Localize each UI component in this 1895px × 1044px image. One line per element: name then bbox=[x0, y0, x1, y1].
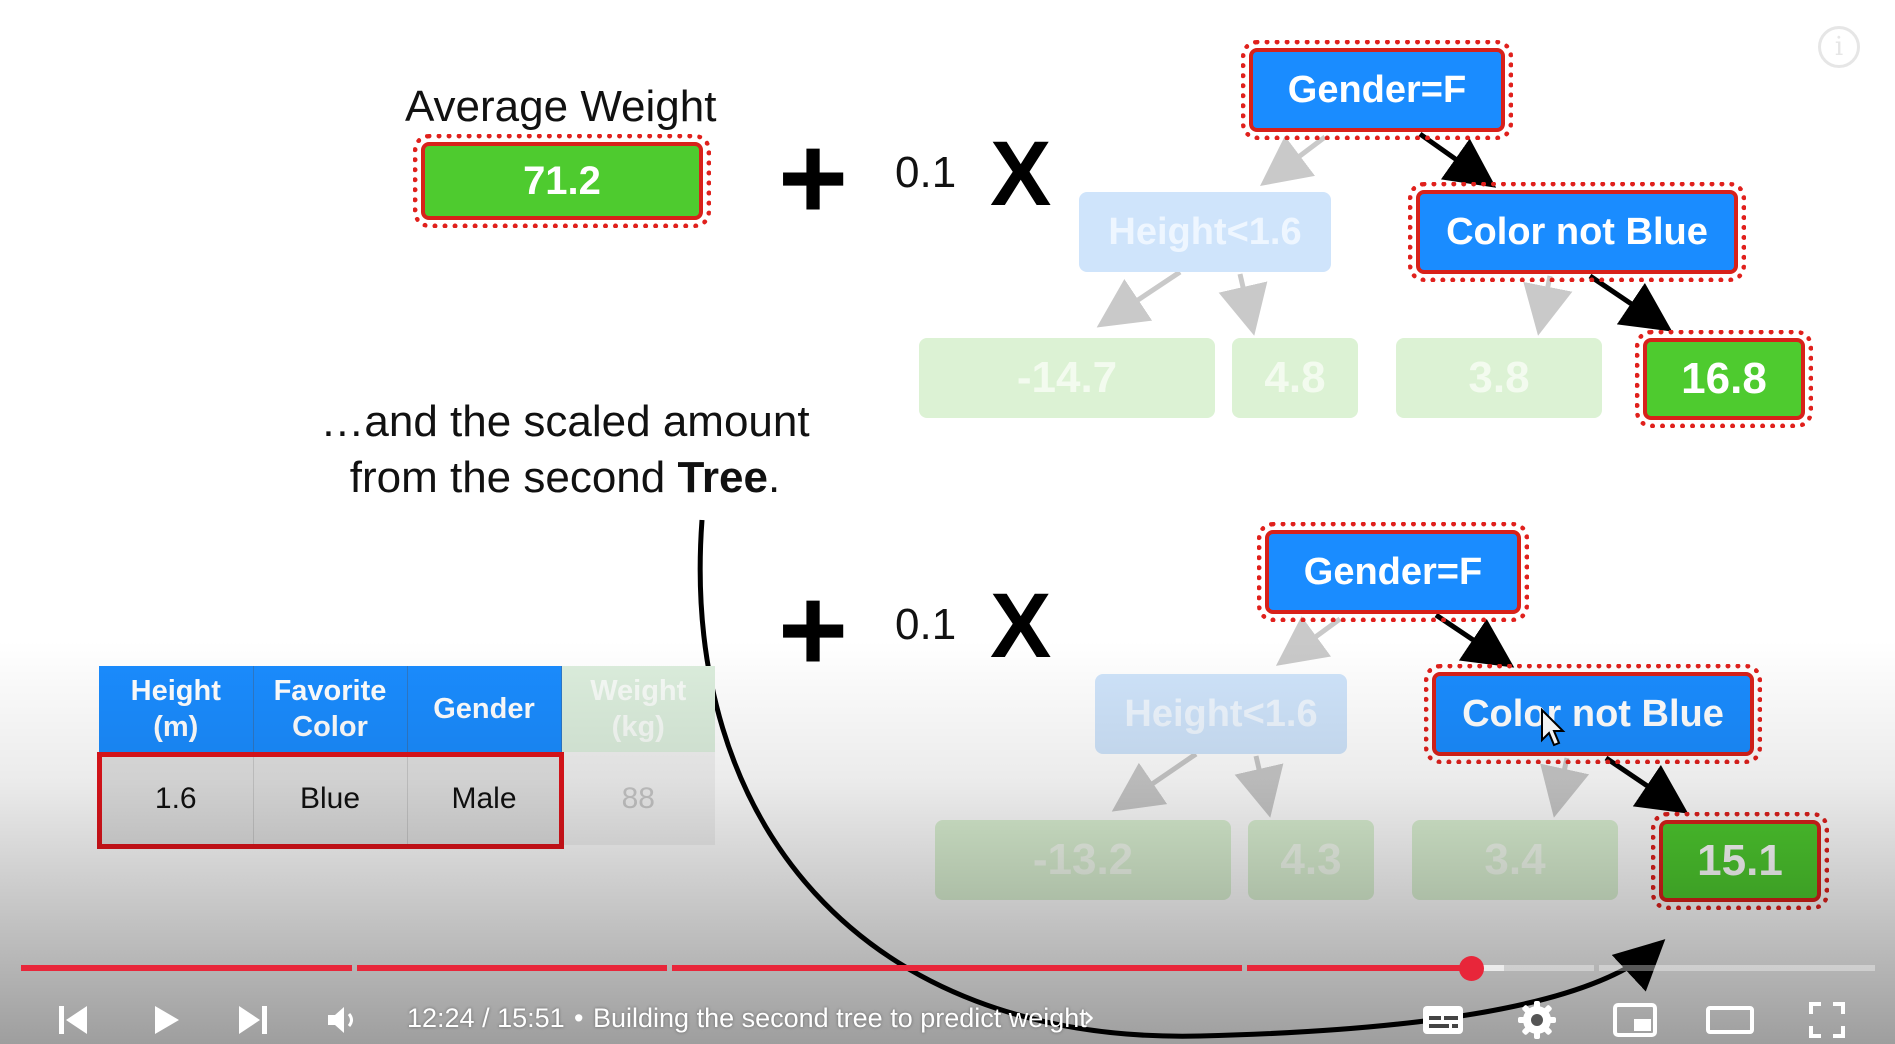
progress-played-segment bbox=[21, 965, 353, 971]
miniplayer-icon bbox=[1613, 1003, 1657, 1037]
volume-button[interactable] bbox=[318, 995, 368, 1044]
tree1-right-to-leaf4-edge bbox=[1588, 273, 1673, 332]
tree1-leaf-1: -14.7 bbox=[919, 338, 1215, 418]
scrubber-handle[interactable] bbox=[1458, 956, 1484, 981]
caption-line-2-prefix: from the second bbox=[349, 453, 678, 502]
header-color-line2: Color bbox=[292, 711, 368, 743]
table-header-row: Height (m) Favorite Color Gender Weight (kg… bbox=[99, 666, 715, 752]
tree2-root-to-left-edge bbox=[1275, 616, 1342, 666]
average-weight-value: 71.2 bbox=[413, 134, 711, 228]
caption-line-2: from the second Tree. bbox=[290, 450, 840, 506]
caption-sweep-arrow bbox=[697, 519, 1666, 1039]
settings-button[interactable] bbox=[1512, 995, 1562, 1044]
chapter-title[interactable]: Building the second tree to predict weig… bbox=[593, 1003, 1087, 1033]
tree1-leaf-4: 16.8 bbox=[1635, 330, 1813, 428]
plus-sign-1: + bbox=[778, 111, 849, 245]
times-sign-2: X bbox=[990, 575, 1052, 677]
tree1-left-to-leaf1-edge bbox=[1096, 269, 1182, 328]
header-weight-line1: Weight bbox=[590, 675, 687, 707]
tree1-leaf-2: 4.8 bbox=[1232, 338, 1358, 418]
tree2-color-split-node: Color not Blue bbox=[1424, 664, 1762, 764]
header-gender-line1: Gender bbox=[433, 693, 535, 725]
tree1-color-split-node: Color not Blue bbox=[1408, 182, 1746, 282]
tree2-right-to-leaf4-edge bbox=[1604, 755, 1689, 814]
settings-icon bbox=[1518, 1001, 1556, 1039]
table-row: 1.6 Blue Male 88 bbox=[99, 752, 715, 845]
mouse-cursor-icon bbox=[1541, 708, 1566, 747]
next-icon bbox=[239, 1006, 267, 1034]
chevron-right-icon[interactable]: › bbox=[1083, 1000, 1095, 1035]
sample-data-table: Height (m) Favorite Color Gender Weight (kg… bbox=[99, 666, 715, 845]
header-color-line1: Favorite bbox=[273, 675, 387, 707]
tree2-root-to-right-edge bbox=[1434, 612, 1515, 668]
header-height-line2: (m) bbox=[153, 711, 199, 743]
progress-played-segment bbox=[1247, 965, 1471, 971]
average-weight-label: Average Weight bbox=[405, 82, 717, 131]
previous-icon bbox=[59, 1006, 87, 1034]
progress-chapter-segment[interactable] bbox=[1599, 965, 1875, 971]
cell-height: 1.6 bbox=[99, 752, 254, 845]
play-icon bbox=[155, 1006, 179, 1034]
header-height-line1: Height bbox=[130, 675, 221, 707]
tree2-leaf-4: 15.1 bbox=[1651, 812, 1829, 910]
theater-mode-icon bbox=[1706, 1006, 1754, 1034]
volume-icon bbox=[328, 1007, 353, 1033]
tree2-right-to-leaf3-edge bbox=[1540, 757, 1590, 818]
tree1-root-to-left-edge bbox=[1260, 135, 1327, 187]
tree2-height-split-node: Height<1.6 bbox=[1095, 674, 1347, 754]
tree2-left-to-leaf1-edge bbox=[1111, 751, 1198, 812]
header-weight: Weight (kg) bbox=[561, 666, 715, 752]
caption-line-2-suffix: . bbox=[768, 453, 781, 502]
previous-button[interactable] bbox=[48, 995, 98, 1044]
tree1-leaf-3: 3.8 bbox=[1396, 338, 1602, 418]
cell-weight: 88 bbox=[561, 752, 715, 845]
subtitles-icon bbox=[1423, 1006, 1463, 1034]
info-icon[interactable]: i bbox=[1818, 26, 1860, 68]
tree2-leaf-1: -13.2 bbox=[935, 820, 1231, 900]
chapter-separator: • bbox=[574, 1003, 584, 1033]
plus-sign-2: + bbox=[778, 563, 849, 697]
cell-color: Blue bbox=[253, 752, 408, 845]
next-button[interactable] bbox=[228, 995, 278, 1044]
header-weight-line2: (kg) bbox=[611, 711, 665, 743]
cell-gender: Male bbox=[407, 752, 562, 845]
row-highlight-box bbox=[97, 752, 564, 849]
fullscreen-button[interactable] bbox=[1802, 995, 1852, 1044]
progress-played-segment bbox=[357, 965, 668, 971]
tree1-left-to-leaf2-edge bbox=[1218, 273, 1268, 336]
tree2-leaf-2: 4.3 bbox=[1248, 820, 1374, 900]
progress-played-segment bbox=[672, 965, 1243, 971]
header-height: Height (m) bbox=[99, 666, 254, 752]
subtitles-button[interactable] bbox=[1418, 995, 1468, 1044]
tree2-root-node: Gender=F bbox=[1257, 522, 1529, 622]
theater-mode-button[interactable] bbox=[1705, 995, 1755, 1044]
tree2-leaf-3: 3.4 bbox=[1412, 820, 1618, 900]
header-favorite-color: Favorite Color bbox=[253, 666, 408, 752]
caption-line-1: …and the scaled amount bbox=[320, 397, 810, 446]
play-button[interactable] bbox=[140, 995, 190, 1044]
miniplayer-button[interactable] bbox=[1610, 995, 1660, 1044]
fullscreen-icon bbox=[1809, 1002, 1845, 1038]
tree1-height-split-node: Height<1.6 bbox=[1079, 192, 1331, 272]
times-sign-1: X bbox=[990, 123, 1052, 225]
tree1-root-node: Gender=F bbox=[1241, 40, 1513, 140]
caption-emphasis: Tree bbox=[677, 453, 768, 502]
learning-rate-2: 0.1 bbox=[895, 600, 957, 649]
slide-caption: …and the scaled amount from the second T… bbox=[290, 394, 840, 506]
learning-rate-1: 0.1 bbox=[895, 148, 957, 197]
tree2-left-to-leaf2-edge bbox=[1234, 755, 1284, 818]
time-display: 12:24 / 15:51 bbox=[407, 1003, 565, 1033]
tree1-root-to-right-edge bbox=[1418, 131, 1497, 188]
header-gender: Gender bbox=[407, 666, 562, 752]
tree1-right-to-leaf3-edge bbox=[1523, 275, 1573, 336]
